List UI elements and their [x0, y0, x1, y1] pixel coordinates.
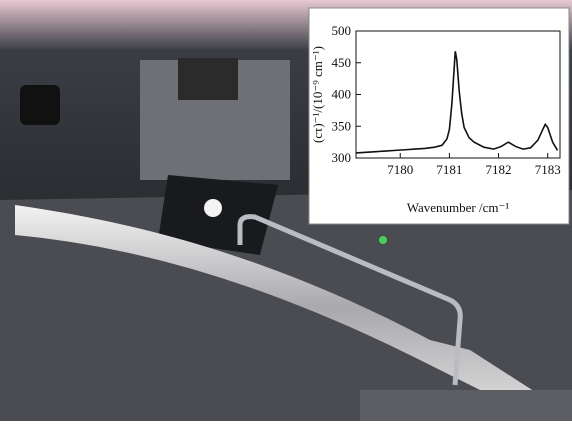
x-tick-label: 7183 [535, 162, 561, 177]
y-tick-label: 400 [332, 87, 352, 102]
y-tick-label: 300 [332, 150, 352, 165]
y-axis-label: (cτ)⁻¹/(10⁻⁹ cm⁻¹) [310, 46, 325, 143]
series-line [355, 51, 559, 154]
inset-panel [308, 7, 570, 225]
x-tick-label: 7180 [387, 162, 413, 177]
x-tick-label: 7182 [486, 162, 512, 177]
x-axis-label: Wavenumber /cm⁻¹ [407, 200, 510, 215]
y-tick-label: 450 [332, 55, 352, 70]
y-tick-label: 500 [332, 23, 352, 38]
x-tick-label: 7181 [436, 162, 462, 177]
y-tick-label: 350 [332, 118, 352, 133]
